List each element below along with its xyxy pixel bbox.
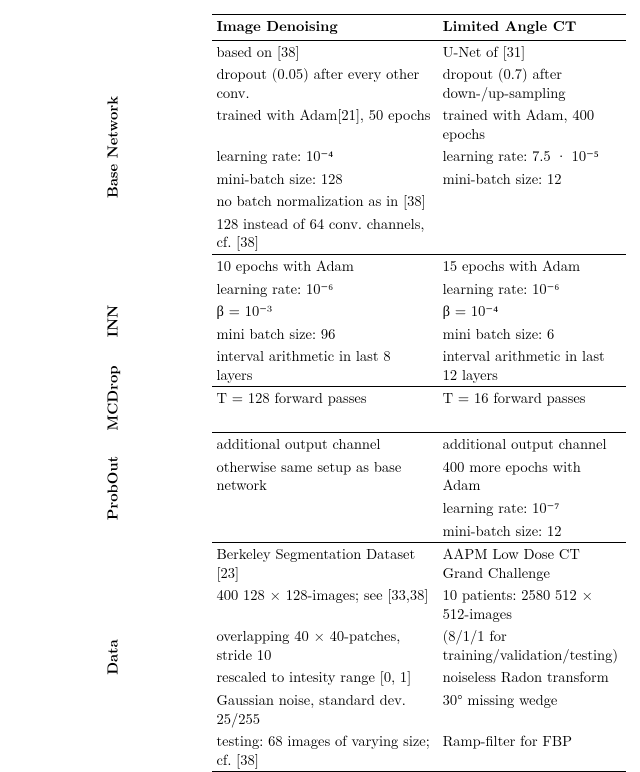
table-row: MCDropT = 128 forward passesT = 16 forwa… [14,387,626,410]
section-label-text: Data [104,639,123,674]
cell-col2: mini batch size: 6 [439,323,626,346]
spacer [212,410,438,433]
section-label: Base Network [14,40,212,254]
cell-col2: additional output channel [439,433,626,456]
cell-col1: T = 128 forward passes [212,387,438,410]
cell-col1: otherwise same setup as base network [212,456,438,497]
cell-col2: T = 16 forward passes [439,387,626,410]
cell-col1: overlapping 40 × 40-patches, stride 10 [212,625,438,666]
column-header-1: Image Denoising [212,15,438,41]
section-label: MCDrop [14,387,212,410]
table-row: Base Networkbased on [38]U-Net of [31] [14,40,626,63]
cell-col2: mini-batch size: 12 [439,168,626,191]
cell-col1: dropout (0.05) after every other conv. [212,63,438,104]
cell-col1: interval arithmetic in last 8 layers [212,345,438,387]
table-row: DataBerkeley Segmentation Dataset [23]AA… [14,543,626,585]
section-label-text: MCDrop [104,366,123,431]
section-label: ProbOut [14,433,212,543]
header-spacer [14,15,212,41]
cell-col2: mini-batch size: 12 [439,520,626,543]
table-row: ProbOutadditional output channeladdition… [14,433,626,456]
section-label: Data [14,543,212,772]
cell-col2: β = 10⁻⁴ [439,300,626,323]
hyperparameter-table: Image Denoising Limited Angle CT Base Ne… [14,14,626,772]
cell-col2: learning rate: 7.5 · 10⁻⁵ [439,145,626,168]
cell-col2: AAPM Low Dose CT Grand Challenge [439,543,626,585]
section-label-text: ProbOut [104,456,123,520]
cell-col1: learning rate: 10⁻⁴ [212,145,438,168]
cell-col1: Gaussian noise, standard dev. 25/255 [212,689,438,730]
cell-col1: based on [38] [212,40,438,63]
cell-col2: 10 patients: 2580 512 × 512-images [439,584,626,625]
cell-col1: mini-batch size: 128 [212,168,438,191]
cell-col1: rescaled to intesity range [0, 1] [212,666,438,689]
cell-col2: trained with Adam, 400 epochs [439,104,626,145]
table-body: Base Networkbased on [38]U-Net of [31]dr… [14,40,626,772]
cell-col1: β = 10⁻³ [212,300,438,323]
cell-col1: trained with Adam[21], 50 epochs [212,104,438,145]
cell-col1 [212,497,438,520]
cell-col1: 128 instead of 64 conv. channels, cf. [3… [212,213,438,255]
cell-col1: 400 128 × 128-images; see [33,38] [212,584,438,625]
cell-col2: interval arithmetic in last 12 layers [439,345,626,387]
cell-col2: U-Net of [31] [439,40,626,63]
cell-col1 [212,520,438,543]
cell-col2: 400 more epochs with Adam [439,456,626,497]
cell-col2: dropout (0.7) after down-/up-sampling [439,63,626,104]
column-header-2: Limited Angle CT [439,15,626,41]
cell-col2: 30° missing wedge [439,689,626,730]
cell-col1: 10 epochs with Adam [212,255,438,278]
cell-col2: 15 epochs with Adam [439,255,626,278]
cell-col1: learning rate: 10⁻⁶ [212,278,438,301]
cell-col2: (8/1/1 for training/validation/testing) [439,625,626,666]
cell-col1: testing: 68 images of varying size; cf. … [212,730,438,772]
table-row: INN10 epochs with Adam15 epochs with Ada… [14,255,626,278]
cell-col1: Berkeley Segmentation Dataset [23] [212,543,438,585]
cell-col2: learning rate: 10⁻⁷ [439,497,626,520]
cell-col1: no batch normalization as in [38] [212,190,438,213]
cell-col2: noiseless Radon transform [439,666,626,689]
cell-col2: Ramp-filter for FBP [439,730,626,772]
cell-col1: mini batch size: 96 [212,323,438,346]
cell-col1: additional output channel [212,433,438,456]
cell-col2 [439,213,626,255]
section-label-text: INN [104,304,123,336]
cell-col2 [439,190,626,213]
cell-col2: learning rate: 10⁻⁶ [439,278,626,301]
section-label-text: Base Network [104,96,123,198]
